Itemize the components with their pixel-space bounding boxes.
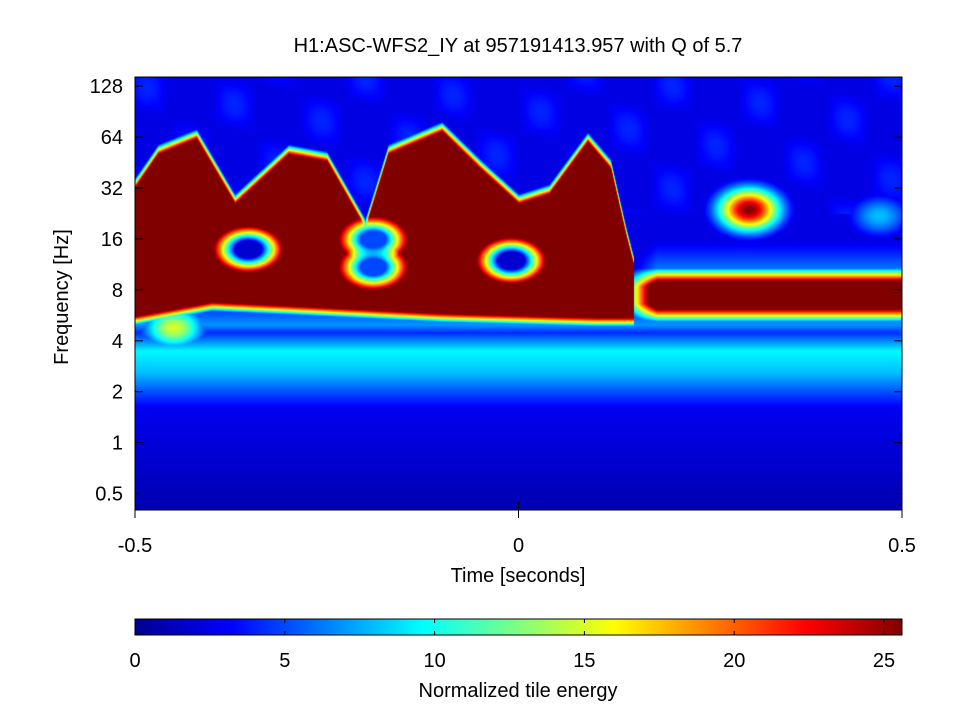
colorbar-tick-label: 0 xyxy=(129,650,140,672)
y-tick-label: 0.5 xyxy=(95,484,123,506)
x-axis-label: Time [seconds] xyxy=(451,565,586,587)
y-tick-label: 2 xyxy=(112,382,123,404)
y-tick-label: 4 xyxy=(112,331,123,353)
x-tick-label: 0.5 xyxy=(888,535,916,557)
colorbar-tick-label: 15 xyxy=(573,650,595,672)
y-tick-label: 8 xyxy=(112,280,123,302)
colorbar-tick-labels: 0 5 10 15 20 25 xyxy=(129,650,895,672)
heatmap-image xyxy=(135,77,902,510)
colorbar-tick-label: 10 xyxy=(423,650,445,672)
chart-title: H1:ASC-WFS2_IY at 957191413.957 with Q o… xyxy=(294,35,743,57)
y-tick-label: 64 xyxy=(101,127,123,149)
colorbar: 0 5 10 15 20 25 Normalized tile energy xyxy=(129,618,903,702)
y-tick-label: 32 xyxy=(101,178,123,200)
y-tick-label: 1 xyxy=(112,433,123,455)
colorbar-tick-label: 25 xyxy=(873,650,895,672)
colorbar-ticks xyxy=(134,619,885,635)
plot-area xyxy=(135,77,902,510)
y-tick-labels: 0.5 1 2 4 8 16 32 64 128 xyxy=(90,76,123,505)
plot-frame xyxy=(134,76,903,511)
plot-ticks xyxy=(134,85,903,518)
colorbar-tick-label: 5 xyxy=(279,650,290,672)
x-tick-labels: -0.5 0 0.5 xyxy=(118,535,916,557)
x-tick-label: -0.5 xyxy=(118,535,152,557)
y-tick-label: 128 xyxy=(90,76,123,98)
y-tick-label: 16 xyxy=(101,229,123,251)
colorbar-tick-label: 20 xyxy=(723,650,745,672)
x-tick-label: 0 xyxy=(513,535,524,557)
colorbar-label: Normalized tile energy xyxy=(419,680,618,702)
y-axis-label: Frequency [Hz] xyxy=(51,229,73,365)
colorbar-gradient xyxy=(134,618,903,636)
